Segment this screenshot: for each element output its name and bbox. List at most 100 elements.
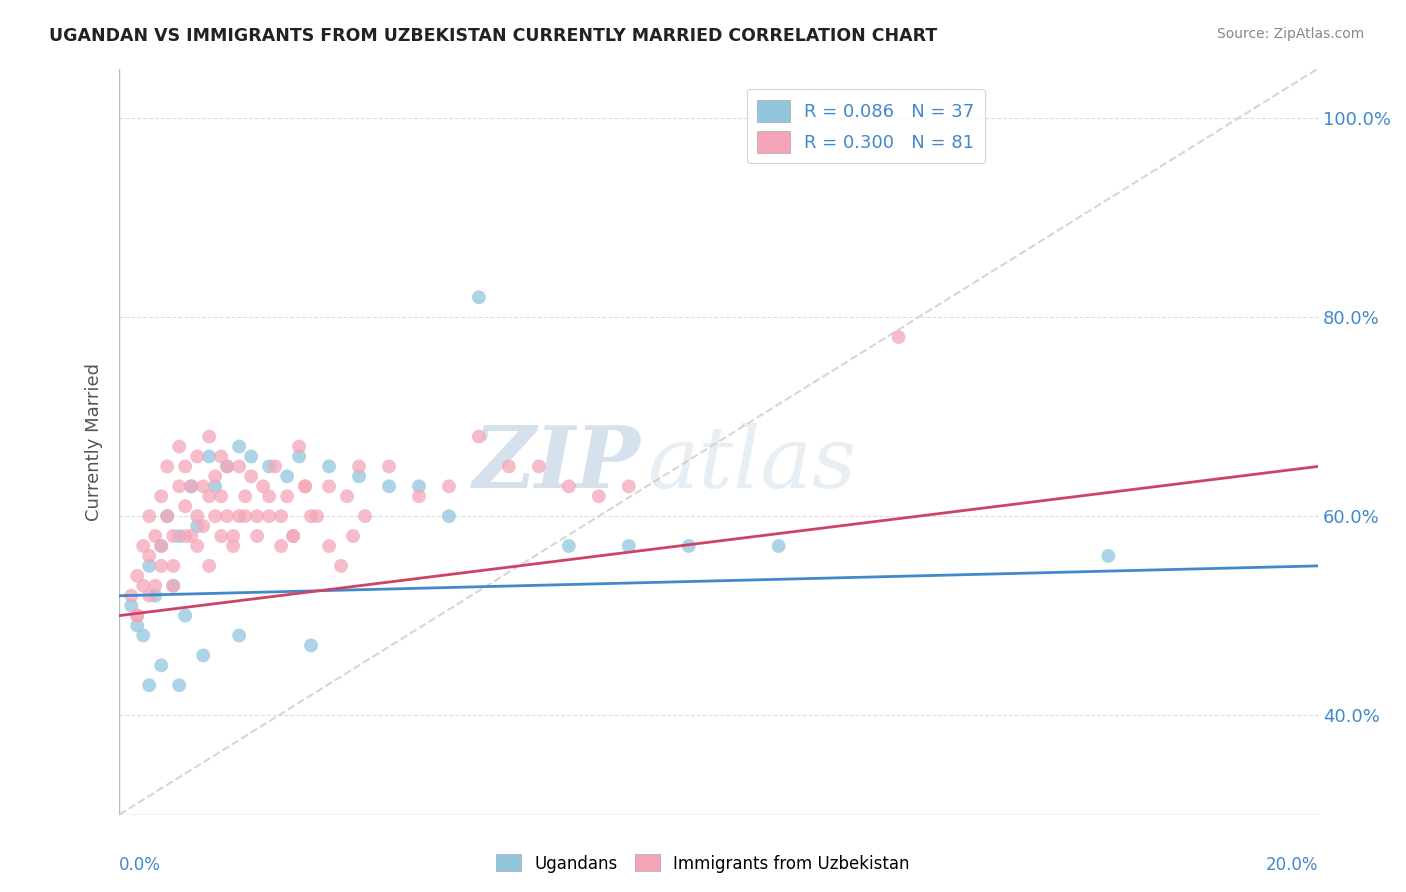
Point xyxy=(204,509,226,524)
Point xyxy=(468,429,491,443)
Point xyxy=(150,539,173,553)
Point xyxy=(468,290,491,304)
Point xyxy=(228,459,250,474)
Point xyxy=(127,608,149,623)
Text: 0.0%: 0.0% xyxy=(120,855,162,873)
Point xyxy=(150,539,173,553)
Point xyxy=(347,469,370,483)
Legend: R = 0.086   N = 37, R = 0.300   N = 81: R = 0.086 N = 37, R = 0.300 N = 81 xyxy=(747,88,986,163)
Point xyxy=(167,440,190,454)
Text: ZIP: ZIP xyxy=(472,422,641,506)
Point xyxy=(167,529,190,543)
Point xyxy=(222,529,245,543)
Point xyxy=(217,509,239,524)
Text: atlas: atlas xyxy=(647,423,856,505)
Point xyxy=(156,509,179,524)
Point xyxy=(143,579,166,593)
Point xyxy=(558,479,581,493)
Point xyxy=(138,509,160,524)
Point xyxy=(156,509,179,524)
Point xyxy=(198,429,221,443)
Text: Source: ZipAtlas.com: Source: ZipAtlas.com xyxy=(1216,27,1364,41)
Point xyxy=(233,509,256,524)
Point xyxy=(162,579,184,593)
Point xyxy=(138,558,160,573)
Point xyxy=(330,558,353,573)
Point xyxy=(143,529,166,543)
Point xyxy=(193,648,215,663)
Point xyxy=(498,459,520,474)
Point xyxy=(132,579,155,593)
Point xyxy=(138,549,160,563)
Point xyxy=(408,489,430,503)
Point xyxy=(193,479,215,493)
Point xyxy=(180,479,202,493)
Point xyxy=(408,479,430,493)
Point xyxy=(378,479,401,493)
Point xyxy=(198,558,221,573)
Point xyxy=(162,529,184,543)
Point xyxy=(318,479,340,493)
Point xyxy=(347,459,370,474)
Point xyxy=(240,469,263,483)
Point xyxy=(233,489,256,503)
Point xyxy=(209,529,232,543)
Point xyxy=(209,450,232,464)
Point xyxy=(150,658,173,673)
Point xyxy=(678,539,700,553)
Point xyxy=(198,450,221,464)
Point xyxy=(174,459,197,474)
Point xyxy=(162,579,184,593)
Point xyxy=(222,539,245,553)
Point xyxy=(288,450,311,464)
Point xyxy=(588,489,610,503)
Point xyxy=(209,489,232,503)
Point xyxy=(120,599,142,613)
Point xyxy=(768,539,790,553)
Point xyxy=(198,489,221,503)
Point xyxy=(299,639,322,653)
Point xyxy=(174,529,197,543)
Point xyxy=(246,509,269,524)
Point xyxy=(132,628,155,642)
Point xyxy=(127,608,149,623)
Point xyxy=(127,618,149,632)
Point xyxy=(288,440,311,454)
Point xyxy=(1097,549,1119,563)
Point xyxy=(276,469,298,483)
Point xyxy=(558,539,581,553)
Point xyxy=(150,558,173,573)
Point xyxy=(299,509,322,524)
Point xyxy=(138,589,160,603)
Point xyxy=(138,678,160,692)
Point xyxy=(257,509,280,524)
Point xyxy=(217,459,239,474)
Point xyxy=(120,589,142,603)
Point xyxy=(174,499,197,513)
Point xyxy=(174,608,197,623)
Point xyxy=(180,479,202,493)
Point xyxy=(294,479,316,493)
Point xyxy=(294,479,316,493)
Point xyxy=(342,529,364,543)
Point xyxy=(378,459,401,474)
Point xyxy=(336,489,359,503)
Point xyxy=(437,479,460,493)
Point xyxy=(167,678,190,692)
Point xyxy=(228,628,250,642)
Point xyxy=(217,459,239,474)
Point xyxy=(257,459,280,474)
Point xyxy=(228,509,250,524)
Point xyxy=(617,539,640,553)
Point xyxy=(193,519,215,533)
Point xyxy=(127,569,149,583)
Point xyxy=(281,529,304,543)
Point xyxy=(162,558,184,573)
Point xyxy=(204,469,226,483)
Point xyxy=(186,450,208,464)
Legend: Ugandans, Immigrants from Uzbekistan: Ugandans, Immigrants from Uzbekistan xyxy=(489,847,917,880)
Text: 20.0%: 20.0% xyxy=(1265,855,1319,873)
Point xyxy=(437,509,460,524)
Point xyxy=(527,459,550,474)
Point xyxy=(186,519,208,533)
